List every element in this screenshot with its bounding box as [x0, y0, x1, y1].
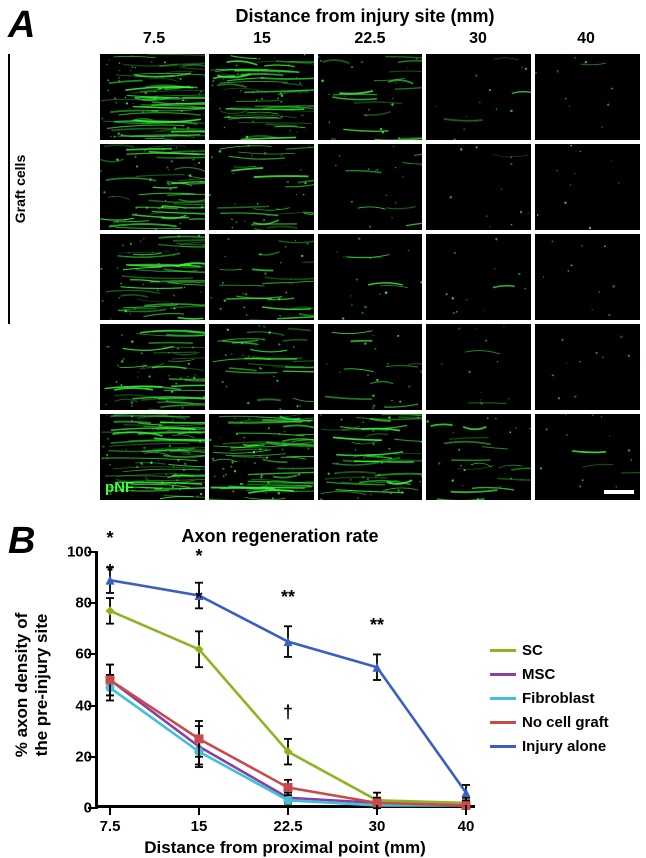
micrograph-tile — [318, 414, 423, 500]
pnf-label: pNF — [105, 479, 134, 496]
significance-marker: * — [195, 589, 202, 607]
legend-item: SC — [490, 638, 640, 662]
micrograph-tile — [426, 414, 531, 500]
col-header: 30 — [424, 30, 532, 54]
micrograph-tile — [100, 54, 205, 140]
legend-label: MSC — [522, 666, 555, 683]
micrograph-tile — [535, 414, 640, 500]
panel-b-letter: B — [8, 520, 35, 563]
micrograph-tile — [209, 234, 314, 320]
significance-marker: * — [195, 547, 202, 565]
significance-marker: † — [283, 703, 293, 721]
y-tick-label: 20 — [56, 748, 92, 765]
micrograph-row — [100, 234, 640, 320]
x-tick-label: 40 — [458, 818, 475, 835]
graft-cells-label: Graft cells — [8, 54, 28, 324]
panel-a-title: Distance from injury site (mm) — [100, 6, 630, 27]
significance-marker: ** — [281, 588, 295, 606]
micrograph-tile — [426, 144, 531, 230]
legend-swatch — [490, 745, 516, 748]
micrograph-tile — [535, 54, 640, 140]
micrograph-row — [100, 54, 640, 140]
y-tick-label: 100 — [56, 544, 92, 561]
scale-bar — [604, 490, 634, 494]
legend-label: SC — [522, 642, 543, 659]
micrograph-tile — [100, 144, 205, 230]
col-header: 22.5 — [316, 30, 424, 54]
legend-label: Injury alone — [522, 738, 606, 755]
legend-swatch — [490, 649, 516, 652]
col-header: 40 — [532, 30, 640, 54]
panel-a: A Distance from injury site (mm) 7.5 15 … — [0, 0, 646, 515]
legend-item: No cell graft — [490, 710, 640, 734]
legend-label: Fibroblast — [522, 690, 595, 707]
micrograph-tile — [535, 144, 640, 230]
x-tick-label: 30 — [369, 818, 386, 835]
micrograph-tile — [535, 234, 640, 320]
legend-item: Injury alone — [490, 734, 640, 758]
y-axis-label: % axon density ofthe pre-injury site — [12, 560, 52, 810]
y-tick-label: 0 — [56, 800, 92, 817]
micrograph-row — [100, 144, 640, 230]
micrograph-tile — [318, 324, 423, 410]
x-tick-label: 7.5 — [100, 818, 121, 835]
x-tick-label: 22.5 — [273, 818, 302, 835]
col-header: 7.5 — [100, 30, 208, 54]
micrograph-tile — [426, 54, 531, 140]
significance-marker: ** — [370, 616, 384, 634]
panel-b-title: Axon regeneration rate — [90, 526, 470, 547]
micrograph-tile — [426, 234, 531, 320]
micrograph-tile — [426, 324, 531, 410]
micrograph-row: pNF — [100, 414, 640, 500]
micrograph-tile — [318, 144, 423, 230]
micrograph-row — [100, 324, 640, 410]
significance-marker: * — [106, 529, 113, 547]
micrograph-tile — [209, 414, 314, 500]
micrograph-tile — [100, 324, 205, 410]
micrograph-tile — [318, 54, 423, 140]
micrograph-tile — [209, 54, 314, 140]
panel-a-col-headers: 7.5 15 22.5 30 40 — [100, 30, 640, 54]
micrograph-tile — [209, 324, 314, 410]
x-tick-label: 15 — [191, 818, 208, 835]
y-tick-label: 80 — [56, 595, 92, 612]
panel-a-letter: A — [8, 4, 35, 47]
legend-label: No cell graft — [522, 714, 609, 731]
legend-item: Fibroblast — [490, 686, 640, 710]
micrograph-tile — [318, 234, 423, 320]
legend-swatch — [490, 721, 516, 724]
y-tick-label: 60 — [56, 646, 92, 663]
micrograph-grid: pNF — [100, 54, 640, 500]
panel-b: B Axon regeneration rate % axon density … — [0, 520, 646, 858]
micrograph-tile — [535, 324, 640, 410]
legend-swatch — [490, 673, 516, 676]
micrograph-tile — [100, 234, 205, 320]
x-axis-label: Distance from proximal point (mm) — [95, 838, 475, 858]
legend-swatch — [490, 697, 516, 700]
legend-item: MSC — [490, 662, 640, 686]
micrograph-tile — [209, 144, 314, 230]
legend: SC MSC Fibroblast No cell graft Injury alone — [490, 638, 640, 758]
y-tick-label: 40 — [56, 697, 92, 714]
significance-marker: * — [106, 562, 113, 580]
col-header: 15 — [208, 30, 316, 54]
line-chart: 0204060801007.51522.53040******†** — [95, 552, 475, 808]
micrograph-tile: pNF — [100, 414, 205, 500]
